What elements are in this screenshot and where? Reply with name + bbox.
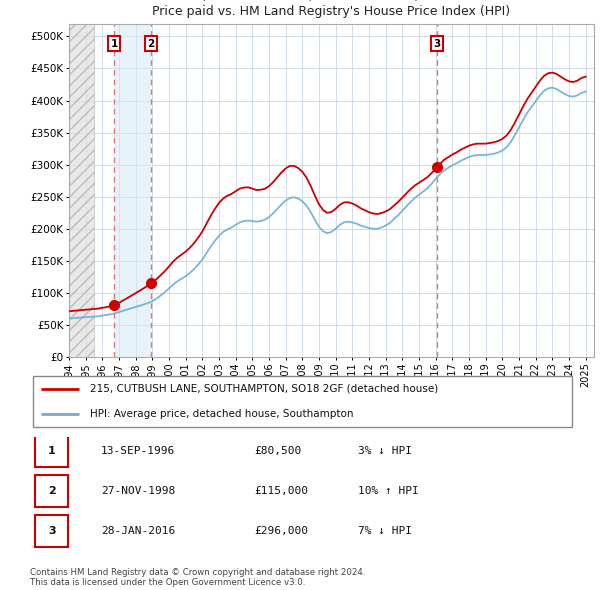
Text: 3: 3 xyxy=(48,526,56,536)
FancyBboxPatch shape xyxy=(33,376,572,427)
Title: 215, CUTBUSH LANE, SOUTHAMPTON, SO18 2GF
Price paid vs. HM Land Registry's House: 215, CUTBUSH LANE, SOUTHAMPTON, SO18 2GF… xyxy=(152,0,511,18)
Text: £115,000: £115,000 xyxy=(254,486,308,496)
Text: 3% ↓ HPI: 3% ↓ HPI xyxy=(358,446,412,456)
Text: 28-JAN-2016: 28-JAN-2016 xyxy=(101,526,175,536)
Text: 1: 1 xyxy=(48,446,56,456)
Text: 7% ↓ HPI: 7% ↓ HPI xyxy=(358,526,412,536)
Text: 1: 1 xyxy=(110,38,118,48)
Text: 13-SEP-1996: 13-SEP-1996 xyxy=(101,446,175,456)
FancyBboxPatch shape xyxy=(35,435,68,467)
Text: £296,000: £296,000 xyxy=(254,526,308,536)
FancyBboxPatch shape xyxy=(35,515,68,547)
Text: 10% ↑ HPI: 10% ↑ HPI xyxy=(358,486,418,496)
Text: HPI: Average price, detached house, Southampton: HPI: Average price, detached house, Sout… xyxy=(90,409,353,419)
Bar xyxy=(69,24,94,357)
Text: 27-NOV-1998: 27-NOV-1998 xyxy=(101,486,175,496)
FancyBboxPatch shape xyxy=(35,476,68,507)
Bar xyxy=(114,24,151,357)
Text: Contains HM Land Registry data © Crown copyright and database right 2024.
This d: Contains HM Land Registry data © Crown c… xyxy=(30,568,365,587)
Text: 2: 2 xyxy=(48,486,56,496)
Text: 2: 2 xyxy=(147,38,154,48)
Text: 3: 3 xyxy=(433,38,440,48)
Text: 215, CUTBUSH LANE, SOUTHAMPTON, SO18 2GF (detached house): 215, CUTBUSH LANE, SOUTHAMPTON, SO18 2GF… xyxy=(90,384,439,394)
Text: £80,500: £80,500 xyxy=(254,446,301,456)
